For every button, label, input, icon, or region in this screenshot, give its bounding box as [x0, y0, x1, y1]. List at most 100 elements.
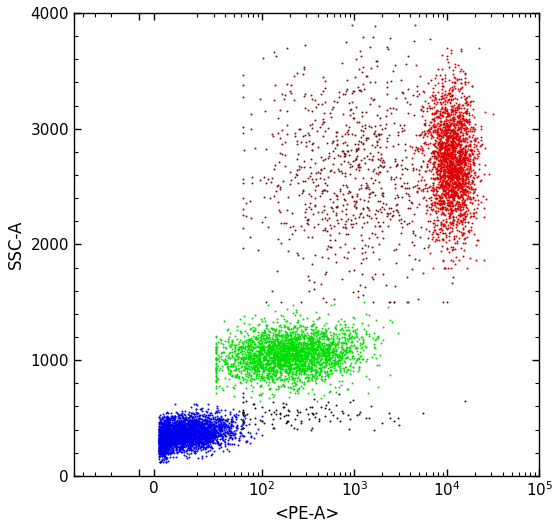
Point	[281, 353, 290, 361]
Point	[292, 360, 301, 368]
Point	[163, 420, 172, 429]
Point	[437, 155, 446, 164]
Point	[300, 338, 309, 346]
Point	[319, 115, 328, 123]
Point	[177, 426, 186, 434]
Point	[294, 363, 303, 372]
Point	[223, 364, 232, 372]
Point	[216, 425, 225, 434]
Point	[159, 429, 168, 438]
Point	[295, 347, 304, 355]
Point	[167, 437, 176, 445]
Point	[185, 430, 194, 439]
Point	[181, 411, 190, 420]
Point	[163, 438, 172, 446]
Point	[456, 128, 465, 136]
Point	[164, 428, 173, 436]
Point	[458, 187, 466, 196]
Point	[270, 347, 279, 356]
Point	[191, 434, 200, 442]
Point	[320, 346, 329, 354]
Point	[424, 194, 433, 202]
Point	[306, 356, 315, 364]
Point	[164, 444, 172, 453]
Point	[284, 392, 293, 401]
Point	[182, 431, 191, 440]
Point	[182, 431, 191, 439]
Point	[165, 441, 174, 450]
Point	[244, 368, 253, 377]
Point	[198, 438, 207, 447]
Point	[155, 427, 164, 436]
Point	[448, 193, 457, 201]
Point	[167, 438, 176, 447]
Point	[437, 165, 446, 174]
Point	[452, 197, 461, 206]
Point	[348, 210, 357, 219]
Point	[423, 184, 432, 192]
Point	[191, 416, 200, 425]
Point	[163, 449, 172, 457]
Point	[178, 423, 186, 432]
Point	[258, 357, 267, 366]
Point	[329, 339, 338, 348]
Point	[161, 454, 170, 462]
Point	[442, 184, 451, 192]
Point	[295, 347, 304, 355]
Point	[306, 375, 315, 383]
Point	[359, 355, 368, 363]
Point	[174, 411, 183, 419]
Point	[354, 363, 363, 372]
Point	[308, 373, 317, 382]
Point	[410, 37, 419, 45]
Point	[192, 438, 201, 446]
Point	[459, 103, 468, 112]
Point	[163, 444, 172, 452]
Point	[463, 192, 472, 200]
Point	[254, 349, 263, 357]
Point	[161, 447, 170, 456]
Point	[275, 344, 284, 352]
Point	[155, 449, 164, 458]
Point	[461, 203, 470, 211]
Point	[317, 344, 326, 353]
Point	[433, 230, 442, 239]
Point	[437, 223, 446, 232]
Point	[439, 166, 448, 174]
Point	[192, 410, 201, 418]
Point	[449, 152, 458, 160]
Point	[161, 430, 170, 438]
Point	[202, 410, 211, 419]
Point	[203, 413, 212, 421]
Point	[243, 348, 252, 356]
Point	[363, 389, 372, 398]
Point	[306, 344, 315, 352]
Point	[162, 444, 171, 452]
Point	[185, 424, 194, 432]
Point	[155, 438, 164, 447]
Point	[164, 437, 173, 445]
Point	[302, 314, 311, 322]
Point	[477, 135, 486, 144]
Point	[260, 329, 269, 337]
Point	[259, 332, 268, 340]
Point	[270, 96, 279, 104]
Point	[446, 219, 455, 228]
Point	[170, 412, 179, 420]
Point	[179, 422, 188, 430]
Point	[185, 444, 194, 452]
Point	[216, 422, 225, 431]
Point	[261, 335, 270, 344]
Point	[427, 123, 436, 131]
Point	[428, 160, 437, 168]
Point	[390, 175, 399, 183]
Point	[242, 364, 251, 372]
Point	[307, 367, 316, 376]
Point	[310, 413, 319, 421]
Point	[226, 408, 235, 417]
Point	[469, 229, 478, 238]
Point	[162, 434, 171, 442]
Point	[330, 322, 339, 331]
Point	[453, 114, 462, 122]
Point	[302, 334, 311, 342]
